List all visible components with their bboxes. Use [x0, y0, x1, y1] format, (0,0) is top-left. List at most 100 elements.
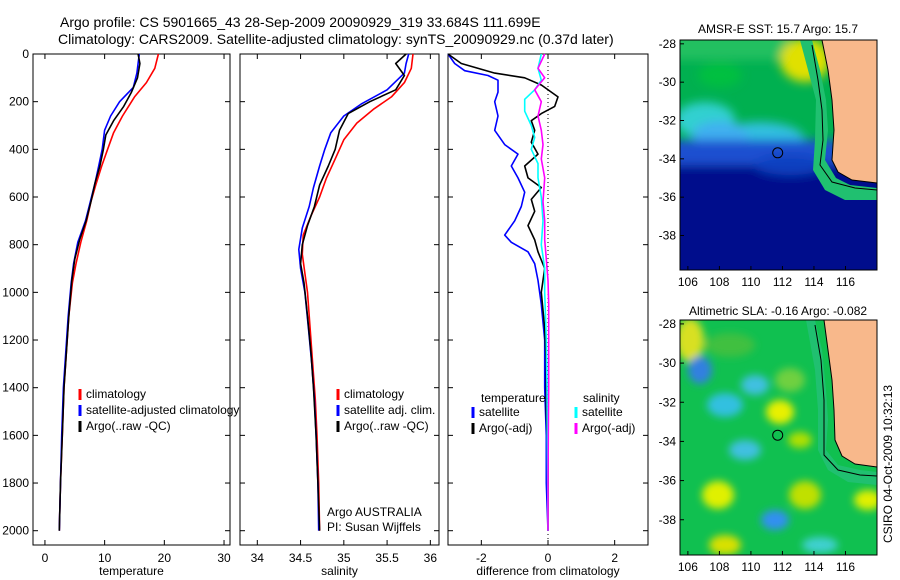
map-y-tick-label: -38 [659, 229, 677, 243]
sla-yellow-green-patch [789, 481, 821, 509]
argo-position-marker [772, 147, 784, 159]
panel-annotation: Argo AUSTRALIA [327, 505, 422, 519]
legend-label: Argo(..raw -QC) [344, 419, 429, 433]
map-x-tick-label: 110 [741, 560, 760, 574]
sla-yellow-patch [709, 535, 741, 555]
map-x-tick-label: 110 [741, 275, 760, 289]
x-tick-label: 10 [98, 551, 112, 565]
profile-panels: 0 10 20 30 temperature 0 200 400 600 800 1000 1200 1… [2, 47, 649, 578]
x-axis-label: salinity [321, 564, 358, 578]
panel-frame [239, 53, 440, 546]
series-line-satellite [447, 53, 549, 531]
sla-yellow-patch [680, 320, 704, 362]
sst-map: 106 108 110 112 114 116 -28 -30 -32 -34 -36 -38 AMS… [659, 22, 878, 289]
x-tick-label: 2 [611, 551, 618, 565]
x-tick-label: -2 [476, 551, 487, 565]
y-tick-label: 0 [22, 47, 29, 61]
map-y-tick-label: -28 [659, 37, 677, 51]
legend-label: climatology [344, 387, 404, 401]
legend-label: Argo(-adj) [582, 421, 635, 435]
argo-position-marker [772, 429, 784, 441]
map-y-tick-label: -28 [659, 317, 677, 331]
sla-cyan-patch [729, 440, 761, 460]
y-tick-label: 600 [9, 190, 29, 204]
y-tick-label: 1800 [2, 476, 29, 490]
sst-map-title: AMSR-E SST: 15.7 Argo: 15.7 [698, 22, 858, 36]
side-timestamp: CSIRO 04-Oct-2009 10:32:13 [881, 385, 895, 543]
series-line-climatology [58, 53, 160, 531]
sla-map: 106 108 110 112 114 116 -28 -30 -32 -34 -36 -38 Alt… [659, 304, 878, 574]
series-line-argo-raw-qc- [58, 53, 141, 531]
map-x-tick-label: 114 [804, 560, 823, 574]
sla-blue-patch [688, 356, 712, 384]
series-line-argo-adj- [447, 53, 559, 531]
map-x-tick-label: 108 [709, 275, 729, 289]
map-x-tick-label: 116 [836, 275, 855, 289]
legend-label: Argo(-adj) [479, 421, 532, 435]
profile-panel-1: 0 10 20 30 temperature 0 200 400 600 800 1000 1200 1… [2, 47, 239, 578]
sla-land [824, 320, 877, 467]
x-axis-label: difference from climatology [476, 564, 619, 578]
series-line-argo-adj- [533, 53, 550, 531]
sst-green-patch [698, 63, 742, 87]
map-y-tick-label: -34 [659, 434, 677, 448]
sla-field [680, 320, 877, 555]
x-tick-label: 0 [42, 551, 49, 565]
legend-label: satellite [582, 405, 623, 419]
sla-cyan-patch [802, 537, 838, 553]
sla-green-patch [705, 333, 755, 357]
sla-map-title: Altimetric SLA: -0.16 Argo: -0.082 [689, 304, 867, 318]
x-tick-label: 35.5 [375, 551, 399, 565]
sla-light-green-patch [775, 368, 805, 392]
series-line-argo-raw-qc- [299, 53, 407, 531]
header-title-line-1: Argo profile: CS 5901665_43 28-Sep-2009 … [60, 14, 541, 30]
legend-header-salinity: salinity [583, 391, 620, 405]
sla-map-frame [679, 319, 878, 556]
header-title-line-2: Climatology: CARS2009. Satellite-adjuste… [58, 31, 614, 47]
x-tick-label: 30 [217, 551, 231, 565]
sst-map-axes: 106 108 110 112 114 116 -28 -30 -32 -34 -36 -38 [659, 37, 856, 289]
x-tick-label: 20 [158, 551, 172, 565]
map-y-tick-label: -34 [659, 152, 677, 166]
y-tick-label: 1200 [2, 333, 29, 347]
sla-yellow-patch [766, 400, 794, 424]
x-axis-label: temperature [99, 564, 164, 578]
y-tick-label: 2000 [2, 524, 29, 538]
map-x-tick-label: 116 [836, 560, 855, 574]
sla-coastline [823, 320, 877, 468]
sla-map-axes: 106 108 110 112 114 116 -28 -30 -32 -34 -36 -38 [659, 317, 856, 574]
x-tick-label: 34.5 [289, 551, 313, 565]
panel-annotation: PI: Susan Wijffels [327, 520, 421, 534]
sla-yellow-green-patch [788, 432, 812, 448]
legend-label: satellite adj. clim. [344, 403, 435, 417]
map-y-tick-label: -30 [659, 75, 677, 89]
y-tick-label: 1000 [2, 285, 29, 299]
map-x-tick-label: 112 [773, 560, 792, 574]
map-y-tick-label: -36 [659, 190, 677, 204]
series-line-satellite [523, 53, 549, 531]
sst-shelf-contour [811, 44, 877, 191]
map-x-tick-label: 108 [709, 560, 729, 574]
y-tick-label: 1600 [2, 428, 29, 442]
map-y-tick-label: -36 [659, 474, 677, 488]
y-tick-label: 200 [9, 95, 29, 109]
x-tick-label: 35 [337, 551, 351, 565]
x-tick-label: 36 [424, 551, 438, 565]
y-tick-label: 400 [9, 142, 29, 156]
y-tick-label: 800 [9, 238, 29, 252]
series-line-climatology [301, 53, 414, 531]
series-line-satellite-adj-clim- [297, 53, 410, 531]
map-x-tick-label: 114 [804, 275, 823, 289]
sla-shelf-contour [814, 324, 877, 477]
map-y-tick-label: -32 [659, 114, 677, 128]
map-y-tick-label: -38 [659, 513, 677, 527]
profile-panel-2: 34 34.5 35 35.5 36 salinity climatology satelli… [239, 53, 440, 578]
legend-label: satellite [479, 405, 520, 419]
sla-yellow-patch [702, 481, 734, 509]
panel-frame [32, 53, 231, 546]
sla-cyan-patch [741, 375, 769, 395]
map-x-tick-label: 106 [678, 275, 698, 289]
legend-label: satellite-adjusted climatology [86, 403, 239, 417]
sst-cold-water [680, 165, 877, 270]
